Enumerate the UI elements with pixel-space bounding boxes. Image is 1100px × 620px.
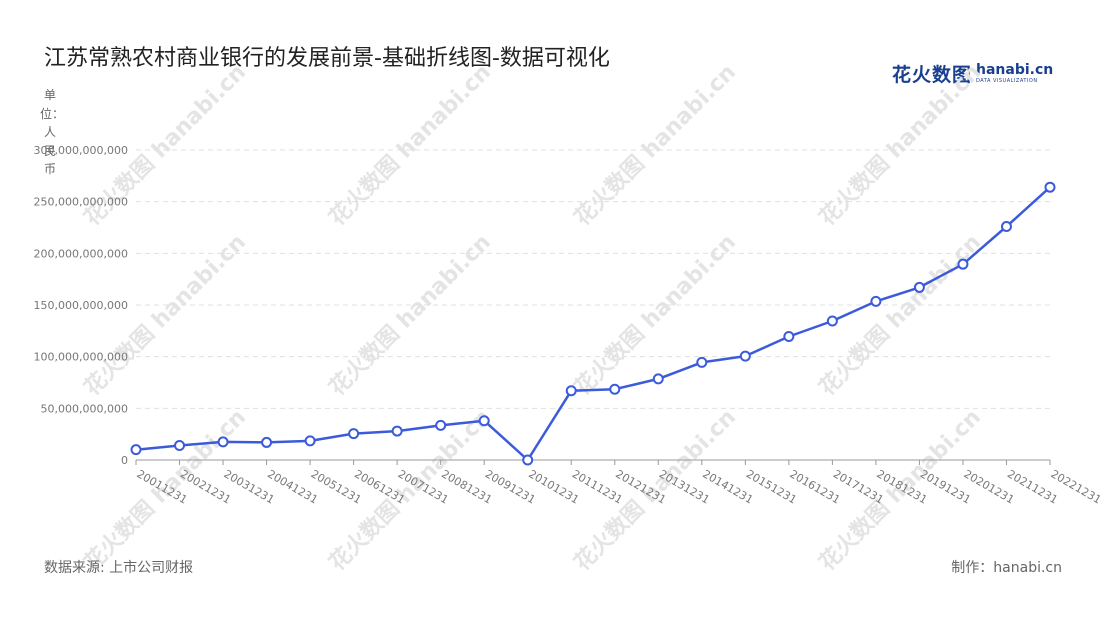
data-point — [957, 258, 969, 270]
y-tick-label: 50,000,000,000 — [41, 402, 128, 415]
series-layer — [130, 181, 1056, 466]
y-tick-label: 250,000,000,000 — [34, 196, 128, 209]
series-line — [135, 186, 1051, 462]
logo-chinese-text: 花火数图 — [892, 63, 973, 86]
data-point — [870, 295, 882, 307]
data-point — [652, 373, 664, 385]
data-source-note: 数据来源: 上市公司财报 — [44, 560, 194, 576]
data-point — [391, 425, 403, 437]
logo-english-block: hanabi.cn DATA VISUALIZATION — [976, 63, 1053, 84]
y-axis-ticks: 0 50,000,000,000 100,000,000,000 150,000,00… — [34, 144, 128, 467]
logo-tagline: DATA VISUALIZATION — [976, 77, 1038, 84]
watermark-text: 花火数图 hanabi.cn — [569, 59, 741, 231]
watermark-text: 花火数图 hanabi.cn — [814, 59, 986, 231]
y-tick-label: 200,000,000,000 — [34, 247, 128, 260]
y-tick-label: 150,000,000,000 — [34, 299, 128, 312]
watermark-text: 花火数图 hanabi.cn — [324, 229, 496, 401]
data-point — [609, 383, 621, 395]
credit-note: 制作：hanabi.cn — [951, 560, 1062, 576]
data-point — [783, 331, 795, 343]
data-point — [913, 281, 925, 293]
y-tick-label: 100,000,000,000 — [34, 351, 128, 364]
chart-title: 江苏常熟农村商业银行的发展前景-基础折线图-数据可视化 — [44, 46, 610, 71]
data-point — [478, 415, 490, 427]
data-point — [522, 454, 534, 466]
data-point — [1000, 220, 1012, 232]
data-point — [217, 436, 229, 448]
data-point — [348, 428, 360, 440]
data-point — [174, 440, 186, 452]
data-point — [261, 436, 273, 448]
y-axis-unit-label: 单位：人民币 — [40, 88, 65, 176]
watermark-text: 花火数图 hanabi.cn — [324, 59, 496, 231]
data-point — [130, 444, 142, 456]
data-point — [739, 350, 751, 362]
data-point — [304, 435, 316, 447]
data-point — [565, 385, 577, 397]
data-point — [1044, 181, 1056, 193]
data-point — [435, 419, 447, 431]
watermark-text: 花火数图 hanabi.cn — [814, 229, 986, 401]
logo-english-text: hanabi.cn — [976, 61, 1054, 78]
y-tick-label: 300,000,000,000 — [34, 144, 128, 157]
x-axis: 2001123120021231200312312004123120051231… — [135, 459, 1100, 507]
data-point — [696, 356, 708, 368]
brand-logo: 花火数图 hanabi.cn DATA VISUALIZATION — [892, 60, 1053, 86]
data-point — [826, 315, 838, 327]
y-tick-label: 0 — [121, 454, 128, 467]
